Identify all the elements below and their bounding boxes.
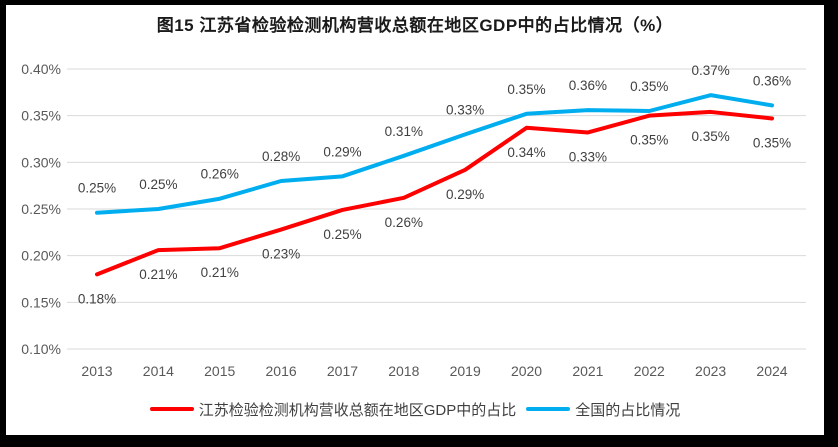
data-label-national: 0.25% — [139, 177, 177, 192]
y-axis-tick-label: 0.40% — [21, 61, 61, 77]
data-label-jiangsu: 0.18% — [78, 291, 116, 306]
data-label-national: 0.28% — [262, 149, 300, 164]
x-axis-tick-label: 2016 — [266, 363, 297, 379]
data-label-jiangsu: 0.29% — [446, 187, 484, 202]
data-label-jiangsu: 0.34% — [507, 145, 545, 160]
data-label-national: 0.31% — [385, 124, 423, 139]
data-label-national: 0.33% — [446, 102, 484, 117]
data-label-jiangsu: 0.33% — [569, 149, 607, 164]
data-label-jiangsu: 0.21% — [139, 267, 177, 282]
y-axis-tick-label: 0.30% — [21, 154, 61, 170]
chart-title: 图15 江苏省检验检测机构营收总额在地区GDP中的占比情况（%） — [156, 16, 674, 35]
chart-legend: 江苏检验检测机构营收总额在地区GDP中的占比 全国的占比情况 — [6, 399, 824, 420]
data-label-jiangsu: 0.35% — [630, 133, 668, 148]
legend-item-jiangsu: 江苏检验检测机构营收总额在地区GDP中的占比 — [149, 399, 517, 420]
data-label-jiangsu: 0.35% — [753, 135, 791, 150]
legend-label-jiangsu: 江苏检验检测机构营收总额在地区GDP中的占比 — [198, 401, 517, 419]
x-axis-tick-label: 2024 — [756, 363, 787, 379]
legend-label-national: 全国的占比情况 — [575, 401, 681, 419]
y-axis-tick-label: 0.20% — [21, 248, 61, 264]
data-label-jiangsu: 0.25% — [323, 227, 361, 242]
x-axis-tick-label: 2020 — [511, 363, 542, 379]
line-chart-plot: 0.40% 0.35% 0.30% 0.25% 0.20% 0.15% 0.10% 2013 2… — [21, 61, 806, 379]
x-axis-tick-label: 2019 — [450, 363, 481, 379]
series-line-national — [95, 93, 774, 215]
x-axis-tick-label: 2018 — [388, 363, 419, 379]
x-axis-tick-label: 2013 — [81, 363, 112, 379]
x-axis-tick-label: 2023 — [695, 363, 726, 379]
legend-line-swatch-blue-icon — [526, 407, 571, 411]
data-label-national: 0.26% — [201, 167, 239, 182]
y-axis-tick-label: 0.35% — [21, 108, 61, 124]
data-label-national: 0.36% — [569, 78, 607, 93]
chart-canvas: 图15 江苏省检验检测机构营收总额在地区GDP中的占比情况（%） 0.40% 0.… — [6, 5, 824, 435]
y-axis-tick-label: 0.15% — [21, 294, 61, 310]
data-label-national: 0.25% — [78, 181, 116, 196]
data-label-jiangsu: 0.35% — [691, 129, 729, 144]
data-label-jiangsu: 0.21% — [201, 265, 239, 280]
y-axis-tick-label: 0.10% — [21, 341, 61, 357]
data-label-national: 0.35% — [630, 79, 668, 94]
x-axis-tick-label: 2017 — [327, 363, 358, 379]
legend-line-swatch-red-icon — [149, 407, 194, 411]
x-axis-tick-label: 2022 — [634, 363, 665, 379]
x-axis-tick-label: 2021 — [572, 363, 603, 379]
x-axis-tick-label: 2015 — [204, 363, 235, 379]
data-label-national: 0.37% — [691, 63, 729, 78]
y-axis-tick-label: 0.25% — [21, 201, 61, 217]
data-label-jiangsu: 0.26% — [385, 215, 423, 230]
data-label-national: 0.29% — [323, 144, 361, 159]
x-axis-tick-label: 2014 — [143, 363, 174, 379]
legend-item-national: 全国的占比情况 — [526, 399, 680, 420]
data-label-national: 0.35% — [507, 82, 545, 97]
series-line-jiangsu — [95, 109, 774, 277]
data-label-jiangsu: 0.23% — [262, 247, 300, 262]
data-label-national: 0.36% — [753, 73, 791, 88]
